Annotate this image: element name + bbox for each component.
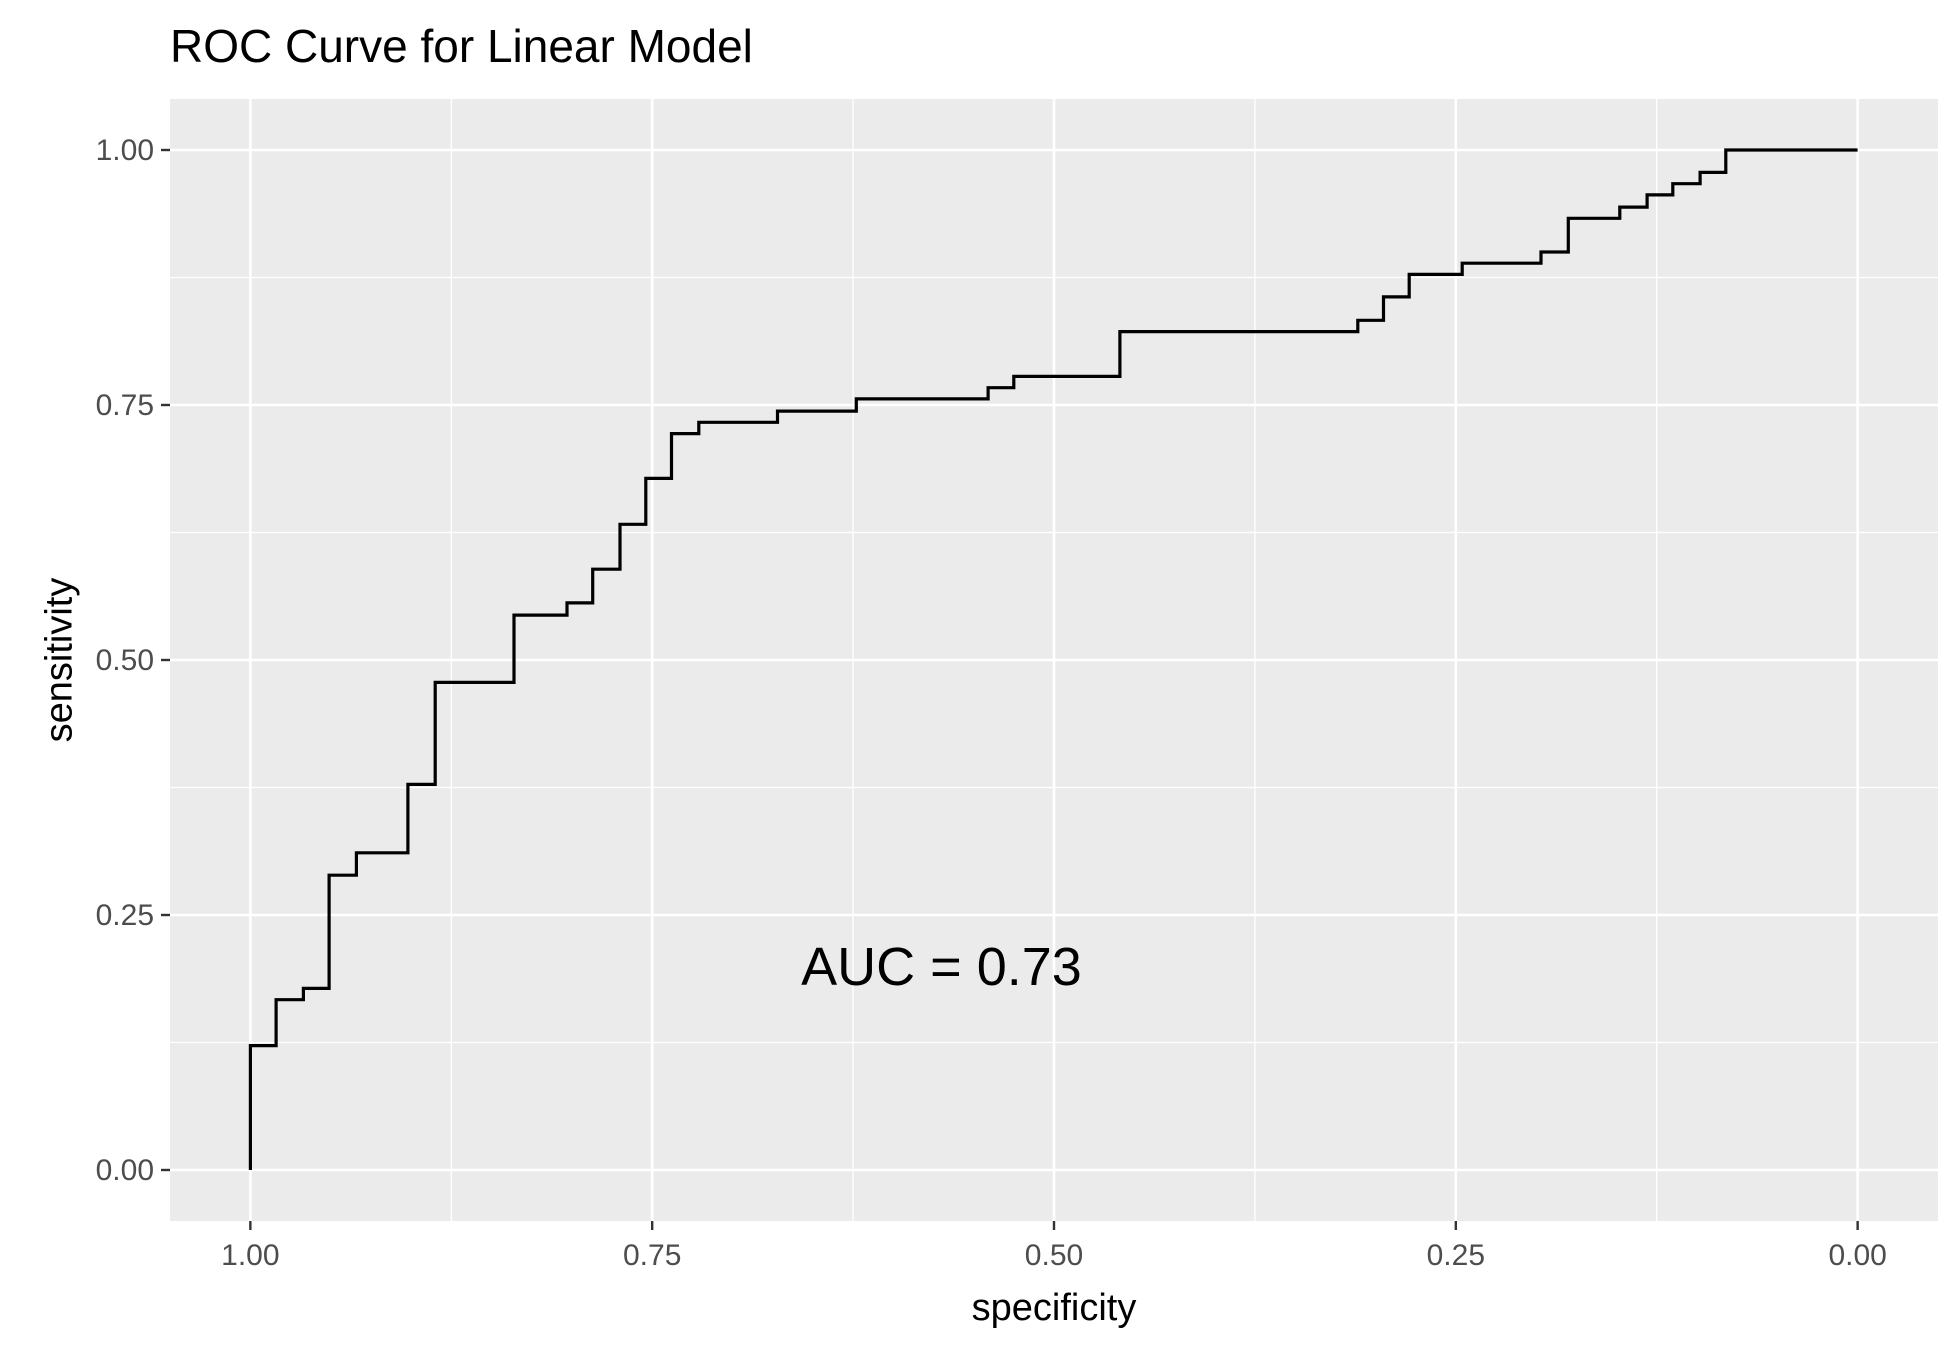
roc-curve-line: [248, 148, 1858, 1170]
auc-annotation: AUC = 0.73: [801, 937, 1082, 997]
y-axis-title: sensitivity: [38, 578, 80, 743]
y-tick-label: 1.00: [96, 134, 154, 167]
x-tick-label: 0.00: [1828, 1239, 1886, 1272]
y-tick-label: 0.00: [96, 1154, 154, 1187]
x-axis-title: specificity: [972, 1287, 1137, 1329]
x-tick-label: 0.75: [623, 1239, 681, 1272]
y-axis-tick-labels: 0.00 0.25 0.50 0.75 1.00: [96, 134, 154, 1187]
x-tick-label: 0.25: [1427, 1239, 1485, 1272]
x-tick-label: 1.00: [221, 1239, 279, 1272]
y-tick-label: 0.50: [96, 644, 154, 677]
axis-ticks: [161, 148, 1859, 1230]
y-tick-label: 0.25: [96, 899, 154, 932]
chart-title: ROC Curve for Linear Model: [170, 20, 753, 72]
major-gridlines: [170, 99, 1938, 1221]
x-tick-label: 0.50: [1025, 1239, 1083, 1272]
x-axis-tick-labels: 1.00 0.75 0.50 0.25 0.00: [221, 1239, 1887, 1272]
y-tick-label: 0.75: [96, 389, 154, 422]
